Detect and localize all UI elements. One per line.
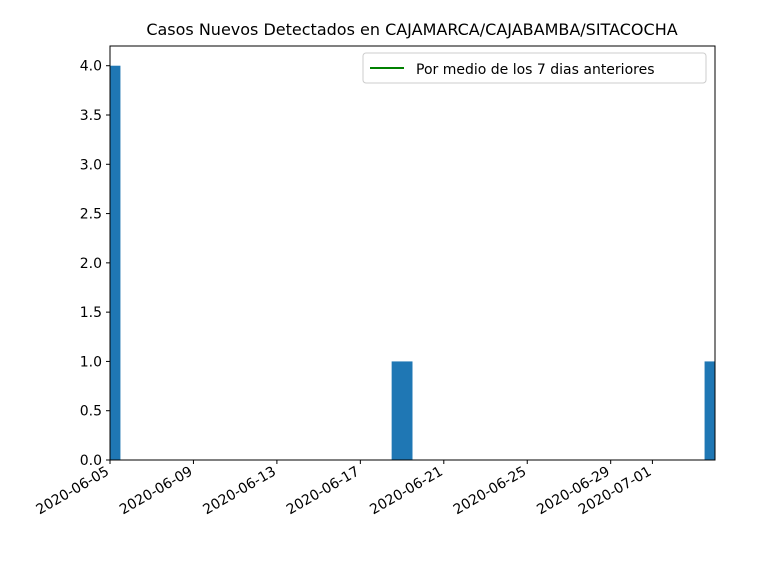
legend-label: Por medio de los 7 dias anteriores (416, 62, 655, 78)
x-tick-label: 2020-06-25 (451, 464, 529, 519)
y-tick-label: 0.5 (80, 404, 102, 420)
y-axis: 0.0 0.5 1.0 1.5 2.0 2.5 3.0 3.5 4.0 (80, 59, 110, 469)
y-tick-label: 1.0 (80, 354, 102, 370)
legend: Por medio de los 7 dias anteriores (362, 52, 707, 84)
x-tick-label: 2020-06-05 (34, 464, 112, 519)
y-tick-label: 2.5 (80, 207, 102, 223)
x-tick-label: 2020-06-21 (367, 464, 445, 519)
bar (110, 65, 121, 460)
plot-frame (109, 45, 716, 461)
x-tick-label: 2020-06-09 (117, 464, 195, 519)
y-tick-label: 3.0 (80, 157, 102, 173)
legend-box (362, 52, 707, 84)
x-tick-label: 2020-06-13 (200, 464, 278, 519)
y-tick-label: 3.5 (80, 108, 102, 124)
y-tick-label: 4.0 (80, 59, 102, 75)
bar (704, 361, 715, 460)
y-tick-label: 1.5 (80, 305, 102, 321)
x-axis: 2020-06-05 2020-06-09 2020-06-13 2020-06-17… (34, 460, 654, 519)
chart-title: Casos Nuevos Detectados en CAJAMARCA/CAJ… (146, 20, 677, 39)
y-tick-label: 2.0 (80, 256, 102, 272)
x-tick-label: 2020-06-17 (284, 464, 362, 519)
bar (391, 361, 413, 460)
y-tick-label: 0.0 (80, 453, 102, 469)
bar-series (110, 65, 715, 460)
